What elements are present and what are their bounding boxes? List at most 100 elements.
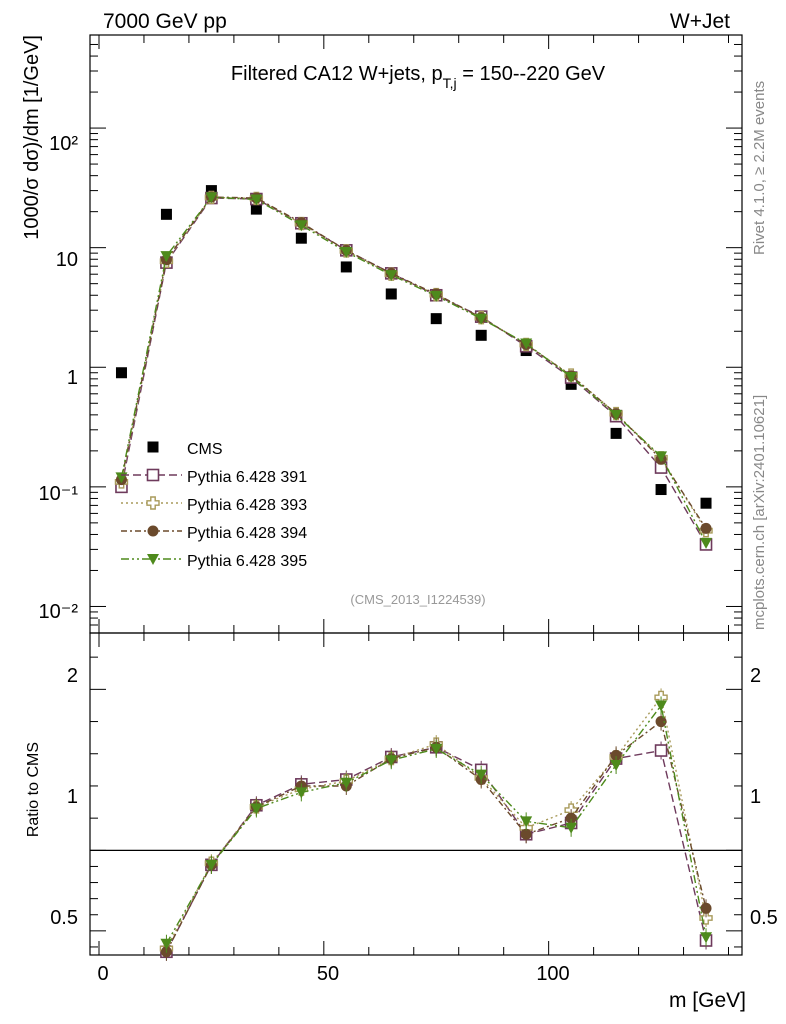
- ratio-point-p395: [655, 700, 668, 712]
- legend-label-393: Pythia 6.428 393: [187, 497, 307, 514]
- legend-marker-p394: [147, 525, 159, 537]
- ratio-layer: [159, 688, 713, 961]
- ratio-point-p395: [340, 777, 353, 789]
- top-y-tick-labels: 10² 10 1 10⁻¹ 10⁻²: [39, 133, 79, 623]
- ratio-point-p395: [565, 822, 578, 834]
- point-cms: [385, 288, 397, 300]
- ratio-point-p395: [385, 755, 398, 767]
- point-p395: [565, 371, 578, 383]
- point-p395: [655, 451, 668, 463]
- series-layer: [114, 185, 713, 551]
- ratio-point-p395: [700, 932, 713, 944]
- top-y-tick-1: 1: [67, 367, 78, 389]
- legend-label-394: Pythia 6.428 394: [187, 525, 307, 542]
- ratio-tick-left-1: 1: [67, 786, 78, 808]
- top-y-tick-10: 10: [56, 249, 78, 271]
- ratio-tick-right-1: 1: [750, 786, 761, 808]
- legend-label-391: Pythia 6.428 391: [187, 469, 307, 486]
- point-cms: [610, 427, 622, 439]
- title-subscript: T,j: [443, 75, 457, 91]
- point-p395: [385, 270, 398, 282]
- ratio-line-p393: [165, 695, 707, 949]
- top-y-tick-100: 10²: [49, 133, 78, 155]
- x-axis-label: m [GeV]: [669, 989, 746, 1012]
- ratio-point-p394: [700, 902, 712, 914]
- ratio-point-p394: [655, 716, 667, 728]
- series-p395: [115, 192, 713, 549]
- energy-label: 7000 GeV pp: [103, 10, 227, 33]
- ratio-point-p391: [654, 744, 668, 757]
- ratio-point-p395: [520, 816, 533, 828]
- legend-label-cms: CMS: [187, 441, 223, 458]
- point-cms: [160, 208, 172, 220]
- x-tick-0: 0: [97, 963, 108, 985]
- point-p395: [250, 194, 263, 206]
- process-label: W+Jet: [670, 10, 730, 33]
- plot-title: Filtered CA12 W+jets, pT,j = 150--220 Ge…: [231, 63, 606, 91]
- point-p395: [610, 409, 623, 421]
- point-cms: [115, 367, 127, 379]
- x-tick-50: 50: [317, 963, 339, 985]
- series-line-p391: [120, 197, 707, 545]
- point-cms: [565, 378, 577, 390]
- axis-ticks: [90, 34, 742, 955]
- top-y-tick-0p1: 10⁻¹: [39, 483, 79, 505]
- point-p395: [520, 338, 533, 350]
- point-cms: [340, 261, 352, 273]
- ratio-point-p395: [250, 803, 263, 815]
- ratio-tick-right-0p5: 0.5: [750, 907, 778, 929]
- point-cms: [655, 484, 667, 496]
- point-p394: [700, 522, 712, 534]
- ratio-point-p395: [205, 859, 218, 871]
- point-p395: [205, 192, 218, 204]
- point-p395: [160, 251, 173, 263]
- ratio-point-p395: [475, 769, 488, 781]
- ratio-point-p395: [430, 743, 443, 755]
- title-main: Filtered CA12 W+jets, p: [231, 63, 443, 85]
- ratio-point-p395: [295, 787, 308, 799]
- point-p395: [340, 246, 353, 258]
- x-tick-100: 100: [536, 963, 569, 985]
- ratio-point-p394: [610, 749, 622, 761]
- ratio-tick-left-0p5: 0.5: [50, 907, 78, 929]
- legend-marker-p395: [147, 554, 159, 565]
- ratio-tick-right-2: 2: [750, 665, 761, 687]
- point-p395: [475, 313, 488, 325]
- ratio-tick-left-2: 2: [67, 665, 78, 687]
- point-cms: [250, 203, 262, 215]
- point-p395: [430, 290, 443, 302]
- top-y-axis-label: 1000/σ dσ)/dm [1/GeV]: [21, 35, 43, 240]
- ratio-point-p394: [520, 828, 532, 840]
- ratio-series-p391: [160, 738, 713, 961]
- ratio-line-p391: [165, 746, 707, 953]
- series-cms: [115, 185, 712, 509]
- point-cms: [295, 232, 307, 244]
- legend: CMS Pythia 6.428 391 Pythia 6.428 393 Py…: [121, 441, 307, 570]
- title-rest: = 150--220 GeV: [457, 63, 606, 85]
- point-cms: [205, 185, 217, 197]
- ratio-panel-frame: [89, 632, 743, 956]
- point-cms: [430, 313, 442, 325]
- analysis-id: (CMS_2013_I1224539): [350, 592, 485, 607]
- top-y-tick-0p01: 10⁻²: [39, 601, 79, 623]
- rivet-info: Rivet 4.1.0, ≥ 2.2M events: [751, 81, 768, 255]
- mcplots-info: mcplots.cern.ch [arXiv:2401.10621]: [751, 395, 768, 630]
- ratio-tick-labels: 2 1 0.5 2 1 0.5: [50, 665, 778, 929]
- ratio-point-p395: [610, 760, 623, 772]
- ratio-y-axis-label: Ratio to CMS: [25, 742, 42, 837]
- legend-marker-p391: [146, 468, 160, 482]
- top-panel-frame: [89, 34, 743, 634]
- legend-label-395: Pythia 6.428 395: [187, 553, 307, 570]
- point-cms: [475, 329, 487, 341]
- ratio-point-p394: [565, 812, 577, 824]
- ratio-series-p395: [160, 696, 713, 953]
- point-p395: [700, 537, 713, 549]
- point-cms: [700, 497, 712, 509]
- series-line-p394: [120, 196, 707, 529]
- point-p395: [295, 220, 308, 232]
- legend-marker-p393: [146, 496, 160, 510]
- series-line-p395: [120, 196, 707, 544]
- ratio-point-p395: [160, 938, 173, 950]
- legend-marker-cms: [147, 441, 159, 453]
